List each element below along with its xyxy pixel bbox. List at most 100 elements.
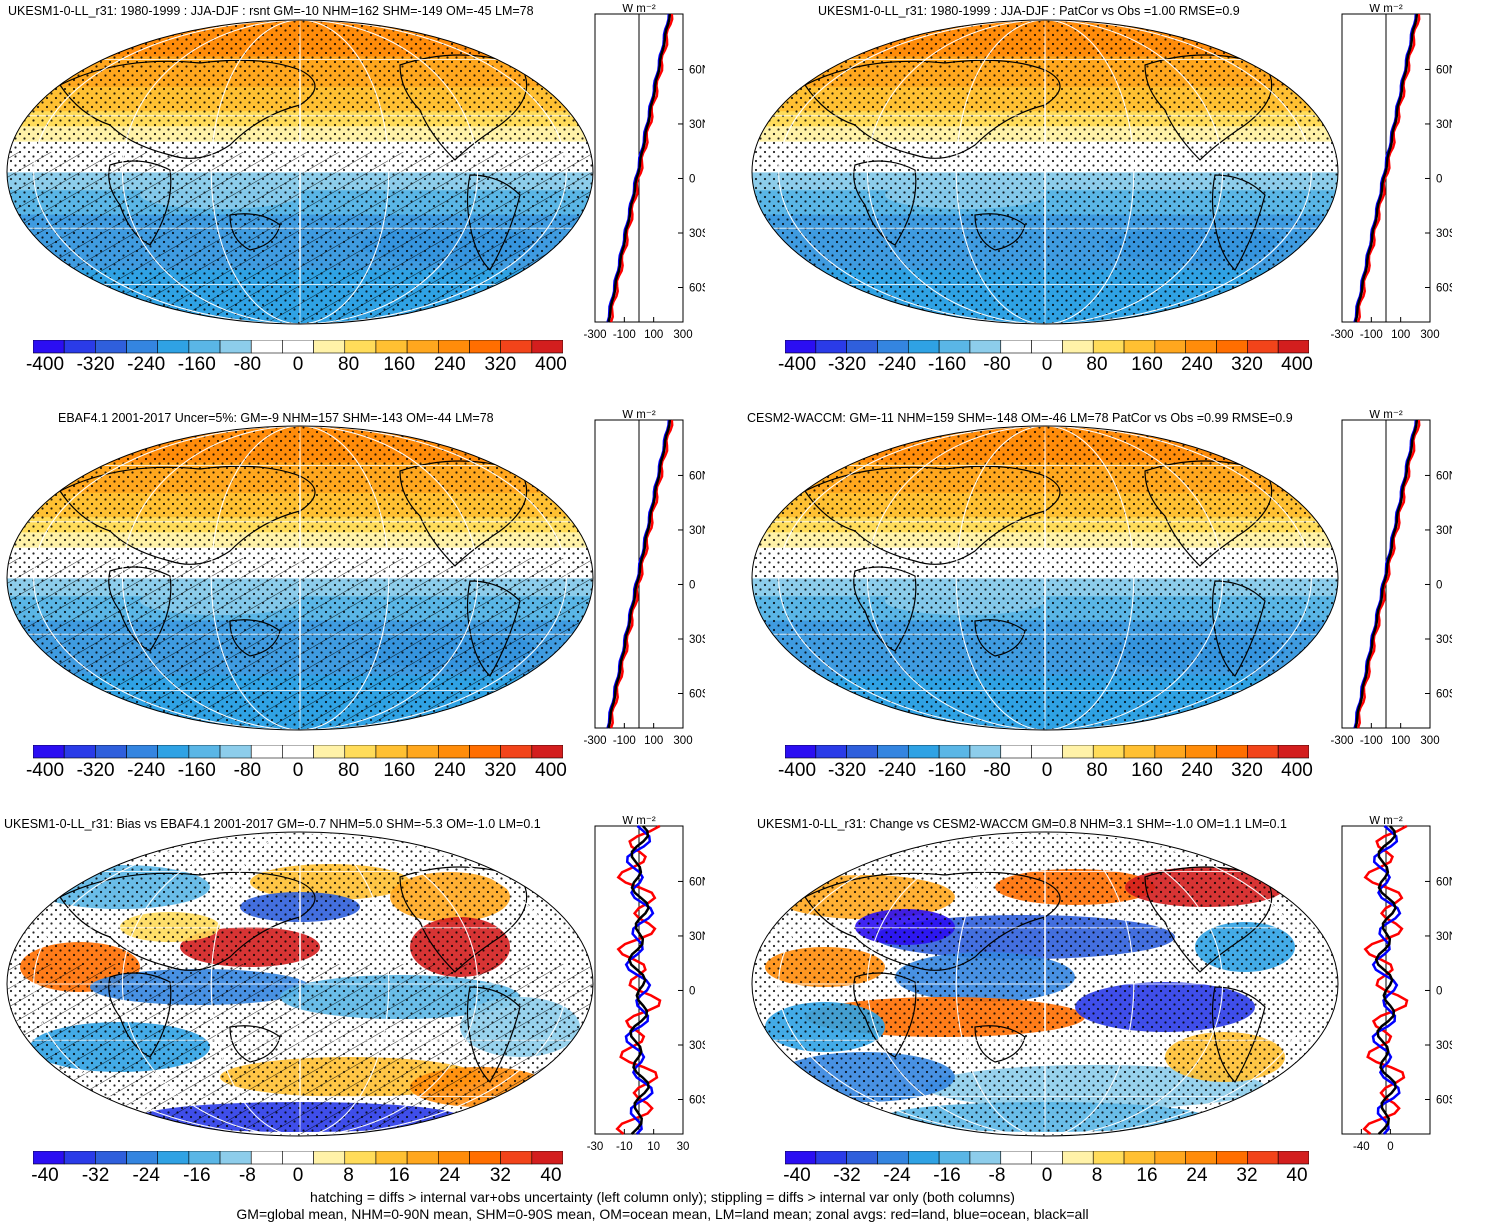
colorbar-swatch xyxy=(1092,1151,1125,1165)
x-tick-label: -40 xyxy=(1353,1141,1370,1153)
colorbar-swatch xyxy=(815,1151,847,1165)
panel-title: CESM2-WACCM: GM=-11 NHM=159 SHM=-148 OM=… xyxy=(747,411,1293,425)
lat-tick-label: 30N xyxy=(1436,119,1452,131)
lat-tick-label: 0 xyxy=(689,173,695,185)
x-tick-label: 30 xyxy=(677,1141,690,1153)
colorbar-tick-label: 320 xyxy=(484,760,517,781)
colorbar-swatch xyxy=(63,1151,96,1165)
colorbar-swatch xyxy=(469,340,501,354)
colorbar-tick-label: 400 xyxy=(1281,760,1313,781)
colorbar-labels: -400 -320 -240 -160 -80 0 80 160 240 320 400 xyxy=(778,760,1313,784)
colorbar-swatch xyxy=(1092,340,1125,354)
footer-note-2: GM=global mean, NHM=0-90N mean, SHM=0-90… xyxy=(236,1206,1089,1222)
colorbar-swatch xyxy=(313,745,346,759)
colorbar-tick-label: 400 xyxy=(535,760,567,781)
graticule-meridian xyxy=(778,832,1312,1136)
colorbar-swatch xyxy=(785,340,817,354)
colorbar-swatch xyxy=(938,340,971,354)
x-tick-label: 300 xyxy=(1420,735,1439,747)
colorbar-tick-label: -80 xyxy=(233,354,262,375)
colorbar-swatch xyxy=(219,340,252,354)
colorbar-tick-label: 32 xyxy=(489,1165,511,1186)
colorbar-swatch xyxy=(1216,1151,1248,1165)
colorbar-swatch xyxy=(1000,340,1032,354)
coastline xyxy=(1211,986,1266,1083)
graticule-meridian xyxy=(955,426,1135,730)
colorbar-tick-label: 160 xyxy=(1131,760,1163,781)
colorbar-swatch xyxy=(846,1151,878,1165)
colorbar-swatch xyxy=(437,1151,470,1165)
units-label: W m⁻² xyxy=(622,816,656,827)
lat-tick-label: 60S xyxy=(1436,689,1452,701)
coastline xyxy=(229,213,281,251)
colorbar-swatch xyxy=(1247,340,1279,354)
coastline xyxy=(1211,174,1266,271)
colorbar-swatch xyxy=(375,745,408,759)
lat-tick-label: 30N xyxy=(689,931,705,943)
x-tick-label: 10 xyxy=(647,1141,660,1153)
colorbar-swatch xyxy=(469,1151,501,1165)
colorbar xyxy=(785,745,1309,759)
colorbar-swatch xyxy=(1000,745,1032,759)
colorbar-swatch xyxy=(250,1151,283,1165)
colorbar-swatch xyxy=(344,745,377,759)
units-label: W m⁻² xyxy=(1369,410,1403,421)
colorbar-swatch xyxy=(500,745,533,759)
colorbar-swatch xyxy=(63,745,96,759)
colorbar-tick-label: 16 xyxy=(388,1165,410,1186)
lat-tick-label: 60S xyxy=(689,283,705,295)
lat-tick-label: 30S xyxy=(689,228,705,240)
colorbar-swatch xyxy=(1154,340,1187,354)
x-tick-label: 100 xyxy=(644,735,663,747)
x-tick-label: -100 xyxy=(1360,735,1383,747)
colorbar-swatch xyxy=(815,340,847,354)
coastline xyxy=(1144,460,1273,567)
colorbar-tick-label: 0 xyxy=(292,354,304,375)
colorbar-swatch xyxy=(344,340,377,354)
coastline xyxy=(108,160,172,246)
colorbar-tick-label: 0 xyxy=(292,1165,304,1186)
coastline xyxy=(1211,580,1266,677)
colorbar-swatch xyxy=(188,1151,221,1165)
colorbar-swatch xyxy=(313,1151,346,1165)
colorbar-swatch xyxy=(33,745,65,759)
lat-tick-label: 30N xyxy=(1436,931,1452,943)
graticule-meridian xyxy=(210,426,390,730)
colorbar-swatch xyxy=(250,340,283,354)
colorbar-swatch xyxy=(1031,745,1063,759)
colorbar-tick-label: 160 xyxy=(1131,354,1163,375)
colorbar-tick-label: -400 xyxy=(25,354,65,375)
colorbar-swatch xyxy=(406,340,439,354)
x-tick-label: -100 xyxy=(1360,329,1383,341)
colorbar-tick-label: 80 xyxy=(1086,760,1108,781)
colorbar xyxy=(33,1151,563,1165)
colorbar-tick-label: 24 xyxy=(1186,1165,1208,1186)
colorbar-swatch xyxy=(1123,1151,1156,1165)
coastline xyxy=(853,160,917,246)
x-tick-label: -100 xyxy=(613,735,636,747)
lat-tick-label: 60S xyxy=(1436,283,1452,295)
lat-tick-label: 0 xyxy=(1436,579,1442,591)
graticule-meridian xyxy=(210,20,390,324)
colorbar-tick-label: 80 xyxy=(338,354,360,375)
colorbar-tick-label: 240 xyxy=(1181,354,1213,375)
coastline xyxy=(974,619,1026,657)
lat-tick-label: 30N xyxy=(689,119,705,131)
colorbar-swatch xyxy=(785,745,817,759)
colorbar-tick-label: -400 xyxy=(25,760,65,781)
units-label: W m⁻² xyxy=(622,4,656,15)
zonal-mean-plot: W m⁻² 60N 30N 0 30S 60S -30 -10 10 30 xyxy=(587,816,705,1153)
x-tick-label: 0 xyxy=(1387,1141,1393,1153)
x-tick-label: -10 xyxy=(616,1141,633,1153)
colorbar-swatch xyxy=(969,1151,1002,1165)
colorbar-swatch xyxy=(1247,1151,1279,1165)
colorbar-swatch xyxy=(907,745,940,759)
colorbar-swatch xyxy=(157,745,190,759)
colorbar-swatch xyxy=(282,1151,314,1165)
colorbar-swatch xyxy=(815,745,847,759)
colorbar-swatch xyxy=(157,1151,190,1165)
colorbar-swatch xyxy=(1154,1151,1187,1165)
colorbar-tick-label: -16 xyxy=(183,1165,211,1186)
colorbar-tick-label: -32 xyxy=(833,1165,861,1186)
colorbar-swatch xyxy=(846,340,878,354)
